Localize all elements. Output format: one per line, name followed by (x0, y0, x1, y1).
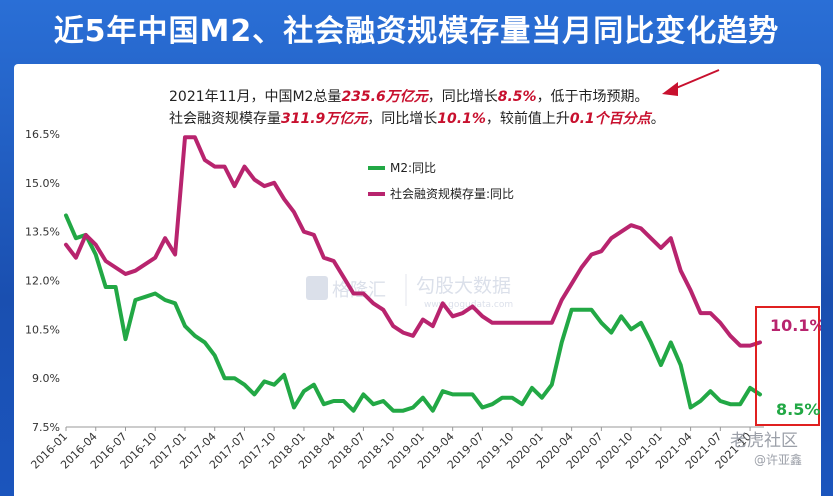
note-text: 。 (650, 111, 665, 127)
note-text: 2021年11月，中国M2总量 (169, 89, 342, 105)
note-text: ，同比增长 (367, 111, 438, 127)
corner-watermark-user: @许亚鑫 (754, 452, 802, 467)
watermark: 格隆汇 勾股大数据 www.gogudata.com (306, 274, 513, 310)
watermark-text: 勾股大数据 (416, 275, 511, 297)
line-chart: 格隆汇 勾股大数据 www.gogudata.com 7.5% 9.0% 10.5%… (25, 69, 821, 472)
note-highlight: 235.6万亿元 (341, 89, 428, 105)
series-line-tsf (64, 135, 762, 348)
chart-panel: 2021年11月，中国M2总量235.6万亿元，同比增长8.5%，低于市场预期。… (14, 64, 821, 496)
y-tick-label: 15.0% (25, 177, 60, 190)
legend-m2-label: M2:同比 (390, 161, 436, 175)
note-text: ，较前值上升 (485, 111, 570, 127)
series-line-m2 (64, 213, 762, 413)
y-tick-label: 12.0% (25, 275, 60, 288)
corner-watermark-title: 老虎社区 (730, 431, 798, 451)
note-line-tsf: 社会融资规模存量311.9万亿元，同比增长10.1%，较前值上升0.1个百分点。 (169, 108, 665, 128)
legend: M2:同比 社会融资规模存量:同比 (368, 161, 514, 201)
y-tick-label: 13.5% (25, 226, 60, 239)
note-highlight: 0.1个百分点 (569, 111, 651, 127)
watermark-url: www.gogudata.com (424, 300, 513, 310)
callout-arrow-icon (662, 69, 720, 96)
note-highlight: 10.1% (437, 111, 486, 127)
note-text: ，同比增长 (427, 89, 498, 105)
note-highlight: 8.5% (497, 89, 537, 105)
end-label-m2: 8.5% (776, 400, 820, 419)
note-highlight: 311.9万亿元 (281, 111, 368, 127)
y-tick-label: 10.5% (25, 323, 60, 336)
watermark-brand: 格隆汇 (332, 280, 386, 301)
watermark-logo-icon (306, 276, 328, 300)
highlight-box (755, 306, 820, 426)
y-tick-label: 16.5% (25, 128, 60, 141)
note-text: 社会融资规模存量 (169, 111, 281, 127)
note-text: ，低于市场预期。 (536, 89, 649, 105)
y-tick-label: 7.5% (32, 421, 60, 434)
series-lines (64, 135, 762, 413)
page-title: 近5年中国M2、社会融资规模存量当月同比变化趋势 (53, 14, 780, 49)
note-line-m2: 2021年11月，中国M2总量235.6万亿元，同比增长8.5%，低于市场预期。 (169, 86, 649, 106)
legend-tsf-label: 社会融资规模存量:同比 (390, 186, 514, 201)
y-tick-label: 9.0% (32, 372, 60, 385)
end-label-tsf: 10.1% (770, 316, 821, 335)
corner-watermark: 老虎社区 @许亚鑫 (730, 431, 802, 467)
